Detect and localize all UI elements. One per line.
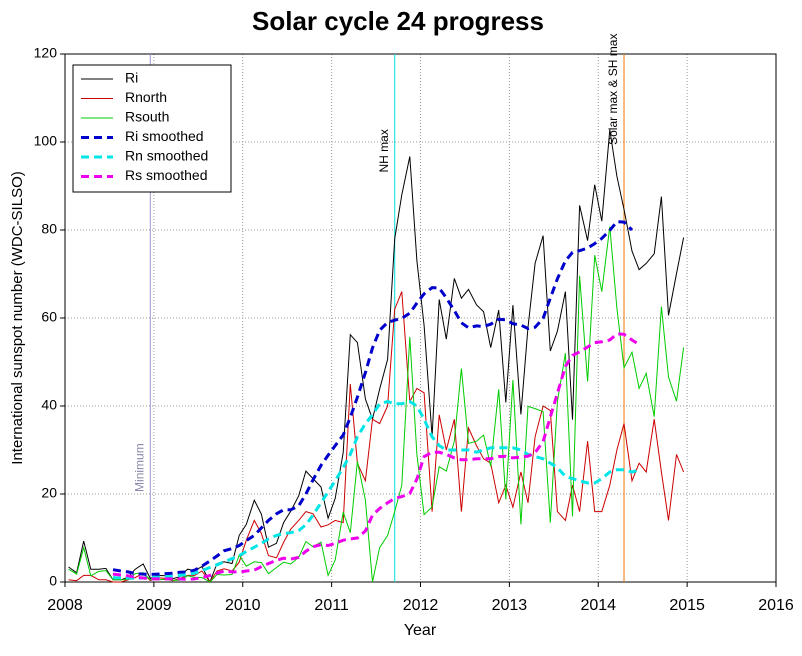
legend: Ri Rnorth Rsouth Ri smoothed Rn smoothed Rs s… [72, 64, 232, 193]
series-line [112, 399, 640, 581]
plot-frame [64, 53, 777, 583]
y-tick-label: 60 [41, 309, 57, 325]
annotation: NH max [377, 129, 391, 172]
annotation: Solar max & SH max [606, 34, 620, 145]
y-tick-label: 20 [41, 485, 57, 501]
x-tick-label: 2008 [47, 597, 83, 614]
x-tick-label: 2012 [403, 597, 439, 614]
series-line [112, 332, 640, 581]
legend-label: Rn smoothed [125, 148, 208, 164]
legend-label: Rs smoothed [125, 167, 207, 183]
y-tick-label: 100 [34, 133, 58, 149]
x-tick-label: 2014 [580, 597, 616, 614]
x-axis-label: Year [404, 622, 437, 639]
legend-box [72, 64, 232, 193]
legend-label: Ri [125, 70, 138, 86]
x-tick-label: 2010 [225, 597, 261, 614]
y-tick-label: 40 [41, 397, 57, 413]
chart-title: Solar cycle 24 progress [252, 6, 544, 36]
x-tick-label: 2011 [314, 597, 349, 614]
series-line [112, 220, 634, 577]
y-tick-label: 0 [49, 573, 57, 589]
y-tick-label: 80 [41, 221, 57, 237]
x-tick-label: 2015 [669, 597, 705, 614]
legend-label: Rnorth [125, 89, 167, 105]
x-tick-label: 2016 [758, 597, 794, 614]
x-tick-label: 2009 [136, 597, 172, 614]
x-tick-label: 2013 [492, 597, 528, 614]
y-axis-label: International sunspot number (WDC-SILSO) [9, 171, 26, 464]
annotation: Minimum [132, 443, 146, 492]
y-tick-label: 120 [34, 45, 58, 61]
legend-label: Rsouth [125, 109, 169, 125]
legend-label: Ri smoothed [125, 128, 204, 144]
